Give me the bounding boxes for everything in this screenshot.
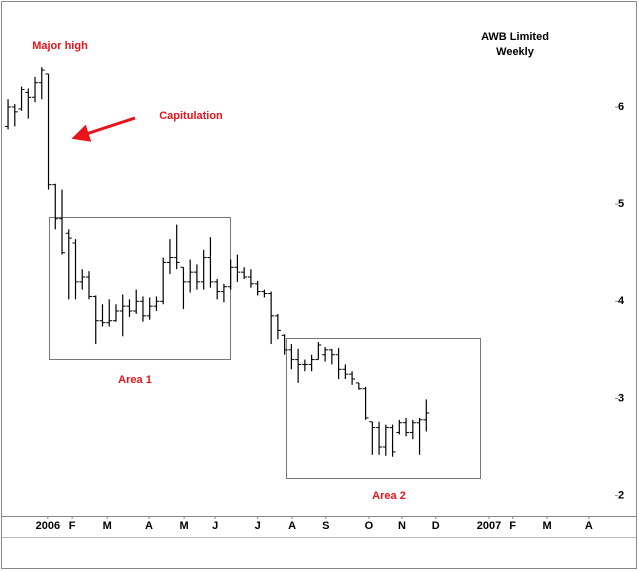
x-tick-label: F	[509, 520, 516, 532]
y-tick-label: 6	[618, 101, 624, 113]
chart-title: AWB Limited	[481, 31, 549, 43]
x-tick-label: J	[255, 520, 261, 532]
x-tick-label: D	[432, 520, 440, 532]
x-tick-label: O	[365, 520, 374, 532]
chart-subtitle: Weekly	[496, 46, 535, 58]
x-tick-label: 2007	[477, 520, 501, 532]
annotation: Major high	[32, 40, 88, 52]
y-tick-label: 2	[618, 490, 624, 502]
x-tick-label: M	[542, 520, 551, 532]
annotation: Area 2	[372, 490, 406, 502]
x-tick-label: S	[322, 520, 329, 532]
area-box	[286, 338, 481, 479]
x-tick-label: 2006	[36, 520, 60, 532]
x-tick-label: M	[103, 520, 112, 532]
y-tick-label: 3	[618, 392, 624, 404]
x-tick-label: M	[180, 520, 189, 532]
x-tick-label: A	[145, 520, 153, 532]
x-tick-label: A	[585, 520, 593, 532]
y-tick-label: 4	[618, 295, 625, 307]
annotation: Capitulation	[159, 110, 223, 122]
x-tick-label: F	[69, 520, 76, 532]
x-tick-label: N	[398, 520, 406, 532]
y-tick-label: 5	[618, 198, 624, 210]
x-tick-label: A	[288, 520, 296, 532]
x-tick-label: J	[212, 520, 218, 532]
arrow	[71, 116, 136, 142]
annotation: Area 1	[118, 374, 152, 386]
